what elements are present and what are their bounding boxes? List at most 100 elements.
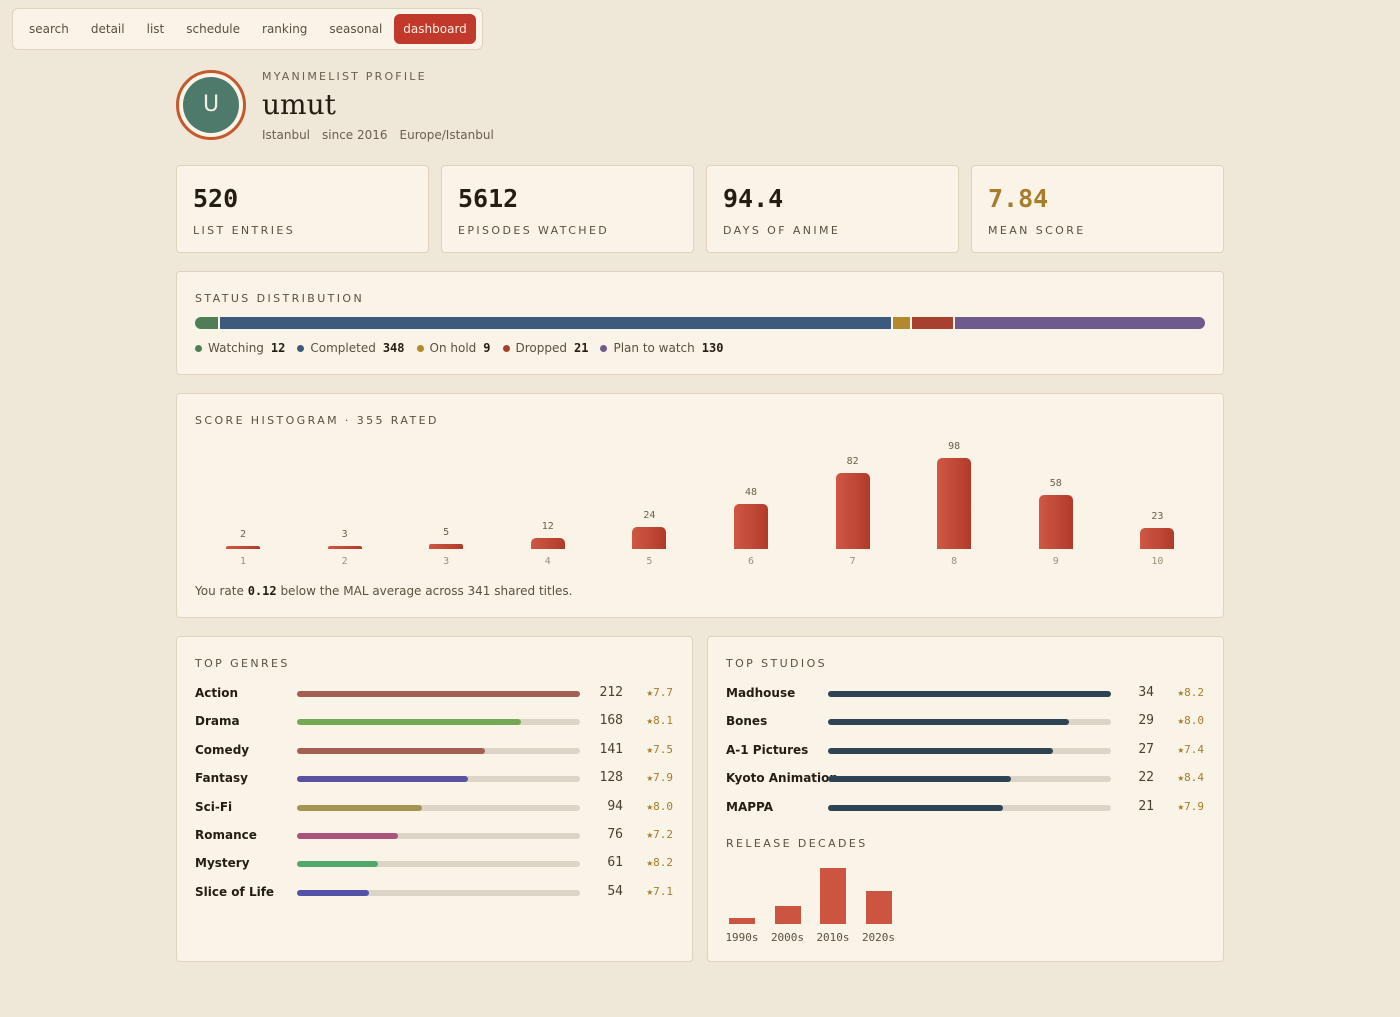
stat-value: 94.4 [723, 184, 784, 213]
histogram-value-label: 98 [948, 441, 961, 452]
genre-row: Comedy 141 ★7.5 [195, 740, 675, 760]
avatar: U [183, 77, 239, 133]
top-nav: search detail list schedule ranking seasonal d… [12, 8, 483, 50]
stat-card-days-of-anime: 94.4 DAYS OF ANIME [706, 165, 959, 253]
note-value: 0.12 [247, 584, 277, 598]
legend-dot [195, 344, 202, 352]
studio-score: ★8.4 [1177, 771, 1205, 785]
legend-count: 21 [574, 341, 589, 355]
genre-bar-track [297, 804, 580, 811]
legend-label: On hold [429, 341, 477, 355]
studio-count: 29 [1138, 713, 1154, 729]
note-suffix: below the MAL average across 341 shared … [280, 584, 573, 598]
stat-label: EPISODES WATCHED [458, 224, 610, 237]
legend-item: On hold 9 [416, 341, 491, 355]
studio-row: Madhouse 34 ★8.2 [726, 683, 1206, 703]
decade-bar [774, 905, 801, 924]
nav-tab-search[interactable]: search [29, 22, 69, 36]
status-legend: Watching 12 Completed 348 On hold 9 Dropped 21 P… [195, 341, 723, 355]
histogram-x-label: 8 [951, 556, 958, 567]
genre-count: 141 [599, 741, 623, 757]
stat-card-episodes-watched: 5612 EPISODES WATCHED [441, 165, 694, 253]
genre-bar-fill [297, 861, 379, 868]
genre-row: Drama 168 ★8.1 [195, 711, 675, 731]
studio-count: 34 [1138, 685, 1154, 700]
histogram-bar [835, 472, 870, 549]
genre-row: Romance 76 ★7.2 [195, 825, 675, 845]
histogram-value-label: 3 [341, 529, 348, 540]
profile-kicker: MYANIMELIST PROFILE [262, 70, 427, 83]
studio-bar-fill [828, 776, 1012, 783]
genre-bar-fill [297, 804, 423, 811]
genre-score: ★8.0 [646, 799, 674, 813]
section-title: SCORE HISTOGRAM · 355 RATED [195, 414, 439, 427]
studio-row: MAPPA 21 ★7.9 [726, 797, 1206, 817]
legend-dot [502, 344, 510, 352]
histogram-x-label: 10 [1151, 556, 1164, 567]
stat-label: LIST ENTRIES [193, 224, 296, 237]
histogram-value-label: 82 [846, 455, 859, 467]
stat-value: 520 [193, 184, 239, 213]
decade-label: 2000s [770, 931, 805, 944]
nav-tab-detail[interactable]: detail [90, 22, 125, 36]
legend-item: Plan to watch 130 [600, 341, 723, 355]
histogram-value-label: 12 [541, 520, 554, 532]
nav-tab-schedule[interactable]: schedule [186, 22, 241, 36]
genre-score: ★8.1 [646, 714, 674, 728]
genre-name: Drama [195, 714, 240, 729]
studio-name: A-1 Pictures [726, 742, 809, 757]
studio-bar-fill [828, 747, 1053, 754]
histogram-x-label: 6 [747, 556, 755, 567]
studio-bar-track [828, 804, 1111, 811]
histogram-bar [1038, 495, 1073, 549]
studio-name: Madhouse [726, 686, 796, 700]
genre-bar-track [297, 719, 580, 726]
nav-tab-dashboard[interactable]: dashboard [394, 14, 476, 44]
studio-row: Kyoto Animation 22 ★8.4 [726, 768, 1206, 788]
status-segment-dropped [912, 317, 953, 329]
legend-count: 9 [483, 341, 491, 355]
genre-bar-fill [297, 833, 399, 839]
decade-bar [820, 868, 846, 924]
legend-label: Dropped [515, 341, 568, 355]
decade-bar [729, 917, 755, 924]
genre-row: Fantasy 128 ★7.9 [195, 768, 675, 788]
legend-item: Dropped 21 [502, 341, 589, 355]
legend-dot [600, 344, 608, 352]
nav-tab-list[interactable]: list [146, 22, 165, 36]
studio-score: ★8.0 [1177, 714, 1205, 728]
decade-label: 1990s [725, 931, 759, 944]
studio-bar-fill [828, 804, 1003, 811]
histogram-x-label: 7 [849, 556, 856, 567]
decade-label: 2010s [816, 931, 850, 944]
genre-name: Mystery [195, 856, 250, 871]
decade-bar [865, 890, 892, 924]
histogram-x-label: 9 [1052, 556, 1059, 567]
genre-bar-fill [297, 776, 468, 783]
legend-item: Completed 348 [297, 341, 405, 355]
genre-score: ★8.2 [646, 856, 674, 870]
genre-bar-fill [297, 719, 522, 726]
status-segment-plan-to-watch [954, 317, 1205, 329]
histogram-bar [327, 546, 362, 549]
histogram-x-label: 5 [646, 556, 653, 567]
histogram-x-label: 4 [544, 556, 551, 567]
studio-bar-fill [828, 691, 1111, 697]
genre-score: ★7.2 [646, 828, 674, 841]
stat-card-mean-score: 7.84 MEAN SCORE [971, 165, 1224, 253]
histogram-value-label: 2 [239, 529, 247, 540]
legend-count: 12 [270, 341, 286, 355]
histogram-value-label: 5 [443, 527, 450, 539]
studio-bar-track [828, 719, 1111, 726]
nav-tab-ranking[interactable]: ranking [262, 22, 308, 36]
genre-bar-track [297, 776, 580, 783]
legend-count: 130 [701, 341, 724, 355]
studio-name: MAPPA [726, 799, 774, 814]
histogram-x-label: 2 [341, 556, 348, 567]
nav-tab-seasonal[interactable]: seasonal [329, 22, 383, 36]
avatar-ring: U [176, 70, 246, 140]
histogram-value-label: 23 [1151, 510, 1164, 522]
genre-count: 212 [599, 685, 623, 700]
status-segment-watching [195, 317, 219, 329]
top-studios-card: TOP STUDIOS RELEASE DECADES Madhouse 34 ★8… [707, 636, 1224, 962]
